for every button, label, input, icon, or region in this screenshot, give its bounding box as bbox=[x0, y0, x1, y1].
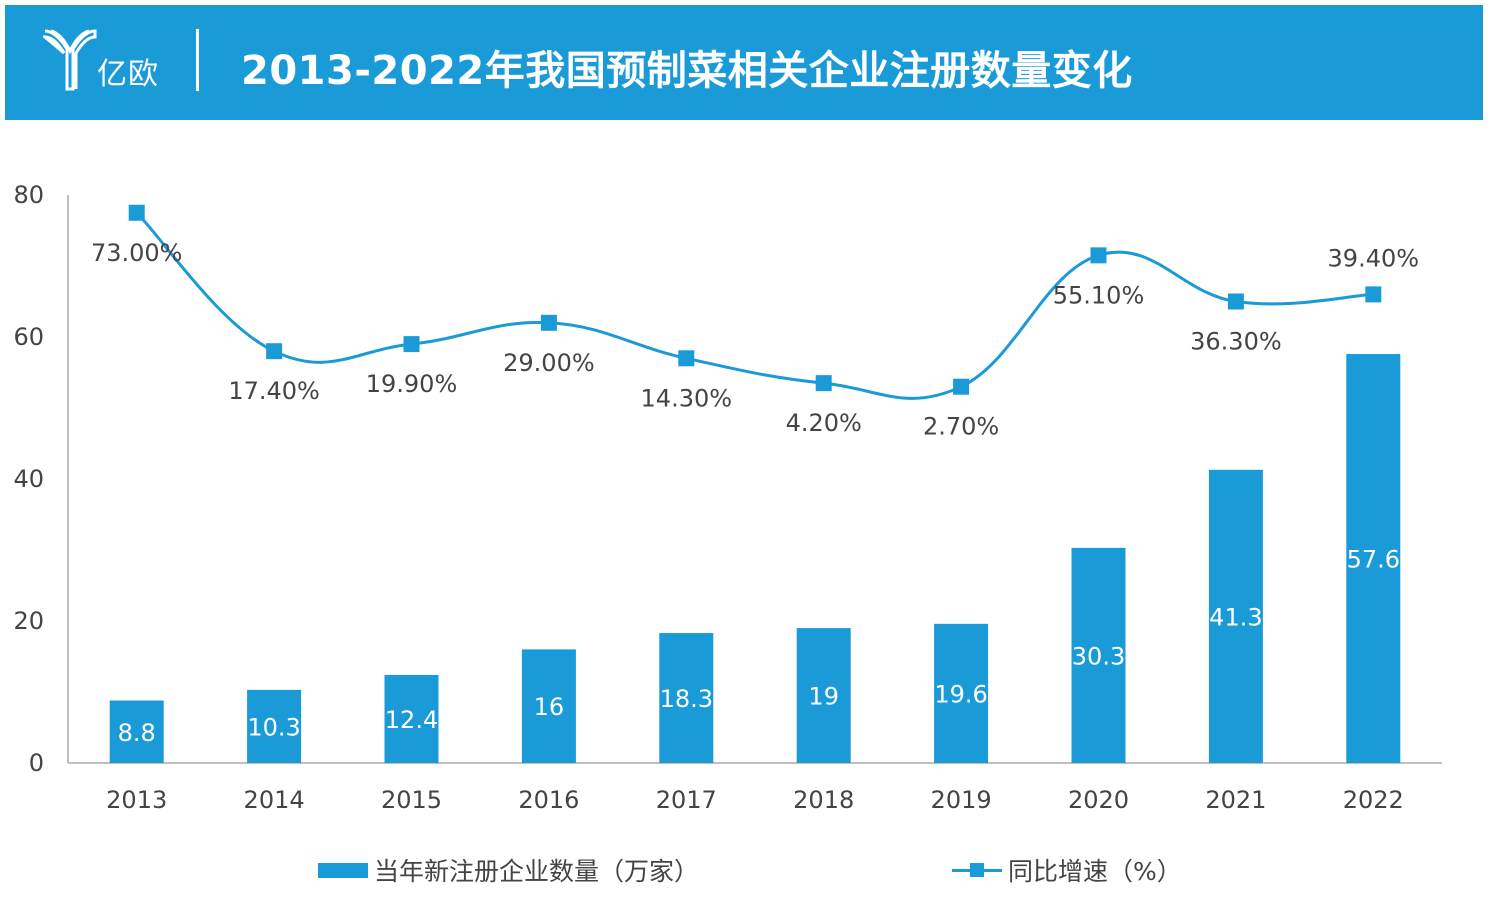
line-point bbox=[953, 378, 970, 395]
bar-data-label: 18.3 bbox=[660, 685, 713, 713]
line-data-label: 2.70% bbox=[923, 413, 999, 441]
x-tick-label: 2019 bbox=[931, 786, 992, 814]
line-point bbox=[266, 343, 283, 360]
line-data-label: 73.00% bbox=[91, 239, 183, 267]
y-tick-label: 80 bbox=[13, 181, 44, 209]
legend-bar-label: 当年新注册企业数量（万家） bbox=[374, 857, 700, 886]
legend-line-swatch bbox=[952, 860, 1002, 880]
line-data-label: 17.40% bbox=[228, 377, 320, 405]
x-tick-label: 2018 bbox=[793, 786, 854, 814]
x-tick-label: 2015 bbox=[381, 786, 442, 814]
bar bbox=[934, 623, 989, 763]
bar-data-label: 12.4 bbox=[385, 706, 438, 734]
x-tick-label: 2017 bbox=[656, 786, 717, 814]
line-data-label: 55.10% bbox=[1053, 281, 1145, 309]
line-point bbox=[540, 314, 557, 331]
header-divider bbox=[196, 29, 199, 91]
chart-title: 2013-2022年我国预制菜相关企业注册数量变化 bbox=[241, 48, 1133, 94]
line-point bbox=[1365, 286, 1382, 303]
bar-data-label: 19 bbox=[808, 683, 839, 711]
line-point bbox=[128, 204, 145, 221]
line-data-label: 39.40% bbox=[1328, 244, 1420, 272]
line-data-label: 4.20% bbox=[786, 409, 862, 437]
line-point bbox=[1227, 293, 1244, 310]
bar-data-label: 19.6 bbox=[934, 680, 987, 708]
logo-text: 亿欧 bbox=[97, 57, 159, 92]
bar bbox=[109, 700, 164, 763]
line-point bbox=[678, 350, 695, 367]
bar-data-label: 16 bbox=[534, 693, 565, 721]
y-tick-label: 20 bbox=[13, 607, 44, 635]
bar bbox=[1346, 354, 1401, 763]
bar-data-label: 10.3 bbox=[247, 713, 300, 741]
line-data-label: 36.30% bbox=[1190, 328, 1282, 356]
bar bbox=[659, 633, 714, 763]
bar-data-label: 41.3 bbox=[1209, 603, 1262, 631]
bar bbox=[1071, 547, 1126, 763]
growth-line bbox=[135, 211, 1374, 400]
bar bbox=[247, 689, 302, 763]
line-data-label: 19.90% bbox=[366, 370, 458, 398]
legend-bar-swatch bbox=[318, 862, 368, 878]
line-point bbox=[403, 336, 420, 353]
y-tick-label: 0 bbox=[29, 749, 44, 777]
line-point bbox=[815, 375, 832, 392]
x-tick-label: 2021 bbox=[1205, 786, 1266, 814]
bar-data-label: 8.8 bbox=[118, 719, 156, 747]
bar-data-label: 30.3 bbox=[1072, 642, 1125, 670]
y-tick-label: 40 bbox=[13, 465, 44, 493]
x-tick-label: 2014 bbox=[244, 786, 305, 814]
legend-line-label: 同比增速（%） bbox=[1008, 857, 1182, 886]
bar bbox=[384, 674, 439, 763]
line-data-label: 14.30% bbox=[641, 384, 733, 412]
yiou-logo-icon bbox=[43, 29, 97, 91]
x-tick-label: 2016 bbox=[518, 786, 579, 814]
x-tick-label: 2020 bbox=[1068, 786, 1129, 814]
x-tick-label: 2022 bbox=[1343, 786, 1404, 814]
line-data-label: 29.00% bbox=[503, 349, 595, 377]
line-point bbox=[1090, 247, 1107, 264]
y-tick-label: 60 bbox=[13, 323, 44, 351]
legend-item-line: 同比增速（%） bbox=[952, 850, 1182, 890]
x-tick-label: 2013 bbox=[106, 786, 167, 814]
bar-data-label: 57.6 bbox=[1347, 546, 1400, 574]
bar bbox=[796, 628, 851, 763]
bar bbox=[1208, 469, 1263, 763]
legend-item-bar: 当年新注册企业数量（万家） bbox=[318, 850, 699, 890]
bar bbox=[521, 649, 576, 763]
header-banner: 亿欧 2013-2022年我国预制菜相关企业注册数量变化 bbox=[5, 5, 1483, 120]
